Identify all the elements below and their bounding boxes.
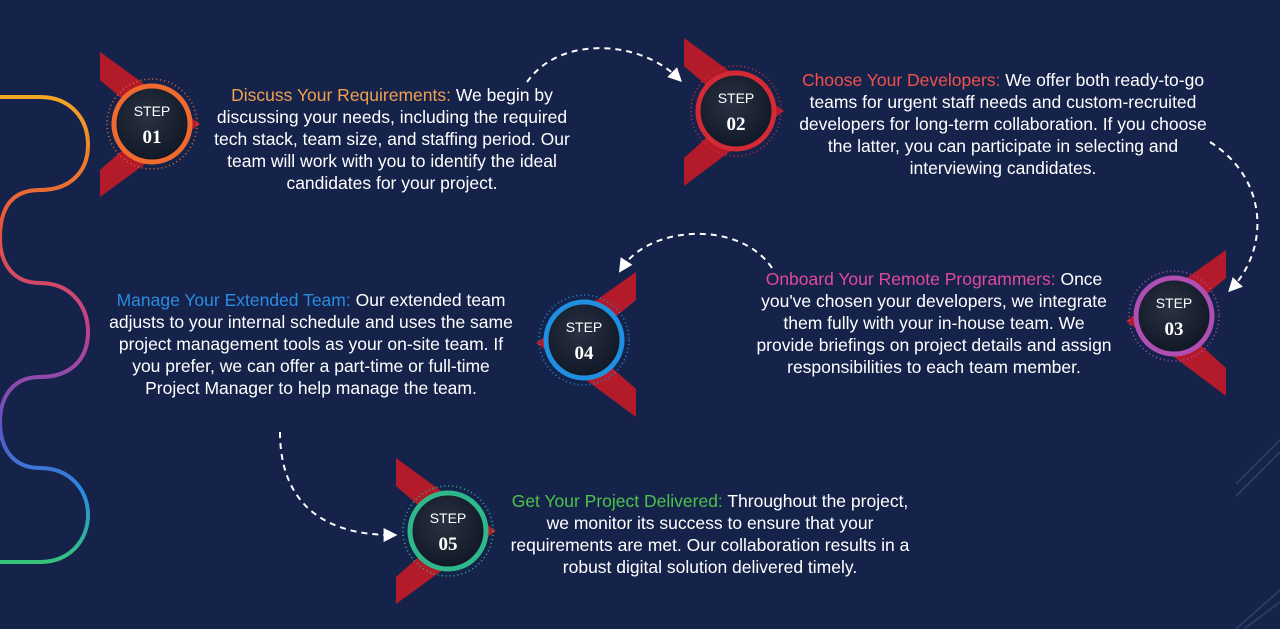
step-body-01: We begin by discussing your needs, inclu… — [214, 85, 570, 193]
step-title-04: Manage Your Extended Team: — [116, 290, 351, 310]
wavy-line-decoration — [0, 95, 91, 564]
step-title-01: Discuss Your Requirements: — [231, 85, 451, 105]
step-description-02: Choose Your Developers: We offer both re… — [796, 69, 1210, 179]
step-label-05: STEP — [430, 510, 467, 526]
step-badge-04: STEP 04 — [536, 272, 636, 417]
connector-arrow-1-2 — [526, 47, 682, 83]
step-number-02: 02 — [727, 114, 746, 135]
connector-arrow-4-5 — [279, 431, 398, 542]
step-description-04: Manage Your Extended Team: Our extended … — [108, 289, 514, 399]
step-title-02: Choose Your Developers: — [801, 70, 1001, 90]
step-number-03: 03 — [1165, 319, 1184, 340]
step-title-03: Onboard Your Remote Programmers: — [765, 269, 1056, 289]
step-number-01: 01 — [143, 127, 162, 148]
step-label-02: STEP — [718, 90, 755, 106]
step-title-05: Get Your Project Delivered: — [511, 491, 723, 511]
chevron-05 — [396, 458, 496, 604]
step-badge-01: STEP 01 — [100, 52, 200, 197]
step-body-03: Once you've chosen your developers, we i… — [756, 269, 1112, 377]
chevron-02 — [684, 38, 784, 186]
step-description-05: Get Your Project Delivered: Throughout t… — [510, 490, 910, 578]
corner-lines-decoration — [1235, 439, 1280, 629]
step-description-01: Discuss Your Requirements: We begin by d… — [214, 84, 570, 194]
step-body-04: Our extended team adjusts to your intern… — [109, 290, 513, 398]
step-badge-05: STEP 05 — [396, 458, 496, 604]
step-label-01: STEP — [134, 103, 171, 119]
chevron-01 — [100, 52, 200, 197]
step-body-02: We offer both ready-to-go teams for urge… — [799, 70, 1207, 178]
step-number-05: 05 — [439, 534, 458, 555]
connector-arrow-2-3 — [1209, 141, 1259, 293]
step-label-03: STEP — [1156, 295, 1193, 311]
step-number-04: 04 — [575, 343, 595, 364]
step-description-03: Onboard Your Remote Programmers: Once yo… — [756, 268, 1112, 378]
step-body-05: Throughout the project, we monitor its s… — [510, 491, 910, 577]
step-badge-02: STEP 02 — [684, 38, 784, 186]
connector-arrow-3-4 — [618, 232, 773, 273]
chevron-04 — [536, 272, 636, 417]
step-label-04: STEP — [566, 319, 603, 335]
step-badge-03: STEP 03 — [1126, 250, 1226, 396]
